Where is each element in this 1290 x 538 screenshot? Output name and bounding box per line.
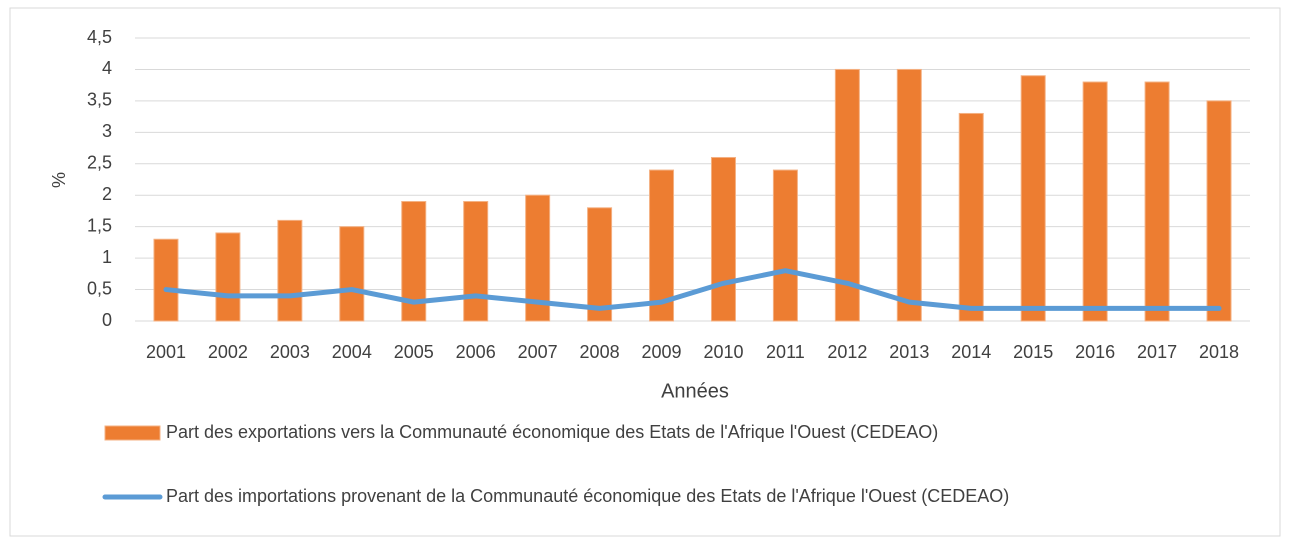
bar — [339, 226, 365, 322]
line — [163, 268, 1222, 311]
legend-label: Part des exportations vers la Communauté… — [166, 422, 938, 442]
y-tick-label: 4,5 — [87, 27, 112, 47]
x-tick-label: 2016 — [1075, 342, 1115, 362]
y-tick-label: 1 — [102, 247, 112, 267]
x-tick-label: 2013 — [889, 342, 929, 362]
legend-swatch — [104, 425, 161, 441]
x-tick-label: 2006 — [456, 342, 496, 362]
y-tick-label: 0,5 — [87, 278, 112, 298]
x-axis-title: Années — [661, 380, 729, 402]
bar — [1144, 81, 1170, 322]
y-tick-label: 2,5 — [87, 153, 112, 173]
bar — [1206, 100, 1232, 322]
y-tick-label: 3,5 — [87, 90, 112, 110]
y-tick-label: 4 — [102, 58, 112, 78]
x-tick-label: 2007 — [518, 342, 558, 362]
x-tick-label: 2011 — [766, 342, 805, 362]
x-tick-label: 2005 — [394, 342, 434, 362]
bar — [958, 112, 984, 322]
bar — [587, 207, 613, 322]
bar — [649, 169, 675, 322]
y-tick-label: 1,5 — [87, 215, 112, 235]
bar — [710, 156, 736, 322]
x-tick-label: 2017 — [1137, 342, 1177, 362]
bar — [896, 68, 922, 322]
bar — [1020, 75, 1046, 322]
legend-label: Part des importations provenant de la Co… — [166, 486, 1009, 506]
x-tick-label: 2008 — [580, 342, 620, 362]
bar — [772, 169, 798, 322]
y-tick-label: 0 — [102, 310, 112, 330]
bar — [463, 201, 489, 322]
x-tick-label: 2018 — [1199, 342, 1239, 362]
x-tick-label: 2002 — [208, 342, 248, 362]
x-tick-label: 2004 — [332, 342, 372, 362]
bar — [277, 219, 303, 322]
chart-frame — [9, 7, 1281, 537]
y-tick-label: 2 — [102, 184, 112, 204]
x-tick-label: 2014 — [951, 342, 991, 362]
bar — [215, 232, 241, 322]
bar — [153, 238, 179, 322]
x-tick-label: 2003 — [270, 342, 310, 362]
y-axis-title: % — [49, 172, 69, 188]
x-tick-label: 2001 — [146, 342, 186, 362]
x-tick-label: 2009 — [642, 342, 682, 362]
x-tick-label: 2010 — [703, 342, 743, 362]
bar — [1082, 81, 1108, 322]
x-tick-label: 2012 — [827, 342, 867, 362]
x-tick-label: 2015 — [1013, 342, 1053, 362]
y-tick-label: 3 — [102, 121, 112, 141]
bar — [834, 68, 860, 322]
